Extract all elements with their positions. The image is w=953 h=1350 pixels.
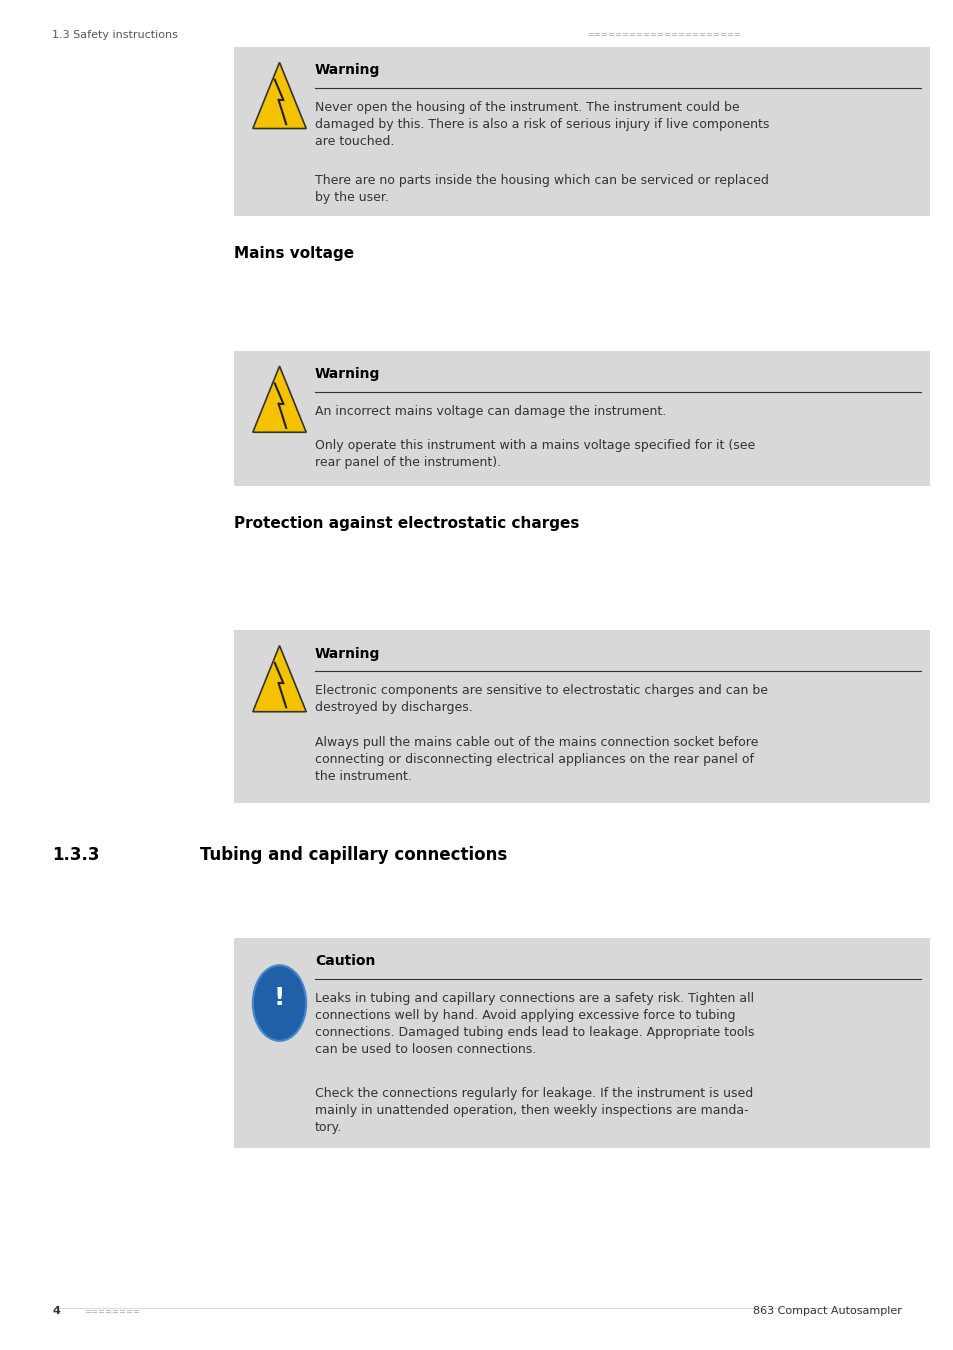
Text: Warning: Warning <box>314 647 380 660</box>
FancyBboxPatch shape <box>233 938 929 1148</box>
Text: Mains voltage: Mains voltage <box>233 246 354 261</box>
Circle shape <box>253 965 306 1041</box>
Text: 1.3 Safety instructions: 1.3 Safety instructions <box>52 30 178 39</box>
Text: An incorrect mains voltage can damage the instrument.: An incorrect mains voltage can damage th… <box>314 405 665 418</box>
FancyBboxPatch shape <box>233 351 929 486</box>
Text: Always pull the mains cable out of the mains connection socket before
connecting: Always pull the mains cable out of the m… <box>314 736 758 783</box>
Text: !: ! <box>274 986 285 1010</box>
Text: Never open the housing of the instrument. The instrument could be
damaged by thi: Never open the housing of the instrument… <box>314 101 768 148</box>
Polygon shape <box>253 366 306 432</box>
Text: Check the connections regularly for leakage. If the instrument is used
mainly in: Check the connections regularly for leak… <box>314 1087 752 1134</box>
Text: 1.3.3: 1.3.3 <box>52 846 100 864</box>
Text: Protection against electrostatic charges: Protection against electrostatic charges <box>233 516 578 531</box>
Text: ======================: ====================== <box>586 30 740 39</box>
Polygon shape <box>253 62 306 128</box>
Text: There are no parts inside the housing which can be serviced or replaced
by the u: There are no parts inside the housing wh… <box>314 174 768 204</box>
Text: Warning: Warning <box>314 63 380 77</box>
FancyBboxPatch shape <box>233 630 929 803</box>
Text: Only operate this instrument with a mains voltage specified for it (see
rear pan: Only operate this instrument with a main… <box>314 439 754 468</box>
FancyBboxPatch shape <box>233 47 929 216</box>
Text: Tubing and capillary connections: Tubing and capillary connections <box>200 846 507 864</box>
Text: Leaks in tubing and capillary connections are a safety risk. Tighten all
connect: Leaks in tubing and capillary connection… <box>314 992 754 1056</box>
Text: ========: ======== <box>84 1307 140 1316</box>
Polygon shape <box>253 645 306 711</box>
Text: 863 Compact Autosampler: 863 Compact Autosampler <box>752 1307 901 1316</box>
Text: Warning: Warning <box>314 367 380 381</box>
Text: 4: 4 <box>52 1307 60 1316</box>
Text: Electronic components are sensitive to electrostatic charges and can be
destroye: Electronic components are sensitive to e… <box>314 684 767 714</box>
Text: Caution: Caution <box>314 954 375 968</box>
